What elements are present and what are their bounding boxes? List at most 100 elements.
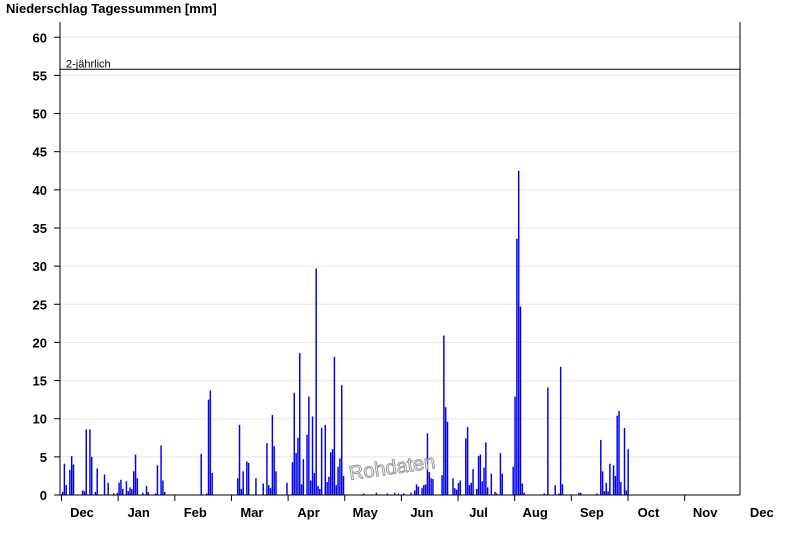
precip-bar bbox=[331, 449, 334, 495]
precip-bar bbox=[85, 429, 87, 495]
precip-bar bbox=[65, 485, 67, 495]
x-tick-label: Oct bbox=[638, 505, 660, 520]
precip-bar bbox=[300, 484, 303, 495]
precip-bar bbox=[375, 492, 378, 495]
precip-bar bbox=[103, 474, 106, 495]
precip-bar bbox=[207, 399, 210, 495]
axes bbox=[59, 22, 741, 496]
precip-bar bbox=[142, 492, 144, 495]
precip-bar bbox=[94, 491, 97, 495]
precip-bar bbox=[468, 485, 471, 495]
precip-bar bbox=[313, 472, 316, 495]
precip-bar bbox=[499, 453, 502, 495]
precip-bar bbox=[607, 491, 609, 495]
precip-bar bbox=[601, 471, 604, 495]
precip-bar bbox=[61, 491, 64, 495]
x-tick-label: Aug bbox=[523, 505, 548, 520]
precip-bar bbox=[326, 482, 328, 495]
y-tick-label: 35 bbox=[33, 221, 47, 236]
precip-bar bbox=[320, 427, 323, 495]
precip-bar bbox=[393, 492, 396, 495]
precip-bar bbox=[311, 416, 314, 495]
y-tick-label: 25 bbox=[33, 297, 47, 312]
precip-bar bbox=[523, 492, 525, 495]
precip-bar bbox=[443, 335, 445, 495]
precip-bar bbox=[490, 473, 493, 495]
x-tick-label: Sep bbox=[580, 505, 604, 520]
precip-bar bbox=[424, 484, 427, 495]
precip-bar bbox=[459, 480, 462, 495]
y-tick-label: 60 bbox=[33, 30, 47, 45]
precip-bar bbox=[446, 421, 449, 495]
y-tick-label: 55 bbox=[33, 68, 47, 83]
precip-bar bbox=[200, 453, 202, 495]
precip-bar bbox=[242, 471, 244, 495]
precip-bar bbox=[543, 493, 545, 495]
precip-bar bbox=[455, 489, 458, 495]
precip-bar bbox=[317, 485, 319, 495]
precip-bar bbox=[620, 482, 622, 495]
precip-bar bbox=[209, 390, 212, 495]
precip-bar bbox=[129, 487, 131, 495]
precip-bar bbox=[362, 493, 365, 495]
y-tick-label: 45 bbox=[33, 145, 47, 160]
precip-bar bbox=[116, 492, 119, 495]
precip-bar bbox=[306, 434, 308, 495]
precip-bar bbox=[559, 366, 562, 495]
precip-bar bbox=[397, 493, 399, 495]
precip-bar bbox=[299, 353, 301, 495]
precip-bar bbox=[211, 472, 213, 495]
precip-bar bbox=[517, 170, 520, 495]
precip-bar bbox=[147, 491, 150, 495]
x-tick-label: Feb bbox=[184, 505, 207, 520]
precip-bar bbox=[81, 490, 84, 495]
precip-bar bbox=[156, 465, 159, 495]
precip-bar bbox=[324, 424, 327, 495]
precip-bar bbox=[295, 453, 297, 495]
precip-bar bbox=[444, 407, 447, 495]
precip-bar bbox=[475, 488, 478, 495]
precip-bar bbox=[483, 467, 485, 495]
precip-bar bbox=[441, 475, 443, 495]
precip-bar bbox=[89, 429, 91, 495]
y-tick-label: 15 bbox=[33, 374, 47, 389]
precip-bar bbox=[286, 482, 288, 495]
precip-bar bbox=[472, 469, 474, 495]
precip-bar bbox=[486, 487, 489, 495]
precip-bar bbox=[335, 485, 337, 495]
precip-bar bbox=[164, 491, 166, 495]
reference-line-group: 2-jährlich bbox=[60, 58, 740, 70]
precip-bar bbox=[268, 485, 270, 495]
precip-bar bbox=[457, 482, 460, 495]
precip-bar bbox=[70, 456, 73, 495]
precip-bar bbox=[132, 471, 135, 495]
precip-bar bbox=[470, 482, 472, 495]
precip-bar bbox=[609, 463, 611, 495]
precip-bar bbox=[154, 493, 157, 495]
precip-bar bbox=[120, 479, 122, 495]
precip-bar bbox=[266, 443, 268, 495]
precip-bar bbox=[516, 238, 518, 495]
x-tick-label: Nov bbox=[693, 505, 718, 520]
precip-bar bbox=[72, 464, 75, 495]
precip-bar bbox=[600, 440, 602, 495]
precip-bar bbox=[125, 481, 128, 495]
precip-bar bbox=[247, 462, 250, 495]
precip-bar bbox=[333, 356, 336, 495]
precip-bar bbox=[432, 478, 434, 495]
precip-bar bbox=[616, 415, 618, 495]
precip-bar bbox=[519, 306, 522, 495]
chart-title: Niederschlag Tagessummen [mm] bbox=[6, 1, 217, 16]
precip-bar bbox=[246, 461, 248, 495]
precip-bar bbox=[496, 493, 498, 495]
precip-bar bbox=[330, 452, 332, 495]
y-tick-label: 20 bbox=[33, 335, 47, 350]
precip-bar bbox=[547, 387, 549, 495]
precip-bar bbox=[614, 475, 617, 495]
precip-bar bbox=[271, 414, 274, 495]
precip-bar bbox=[293, 392, 295, 495]
precip-bar bbox=[501, 473, 503, 495]
x-tick-label: Jun bbox=[410, 505, 433, 520]
precip-bar bbox=[91, 456, 93, 495]
precip-bar bbox=[454, 488, 456, 495]
